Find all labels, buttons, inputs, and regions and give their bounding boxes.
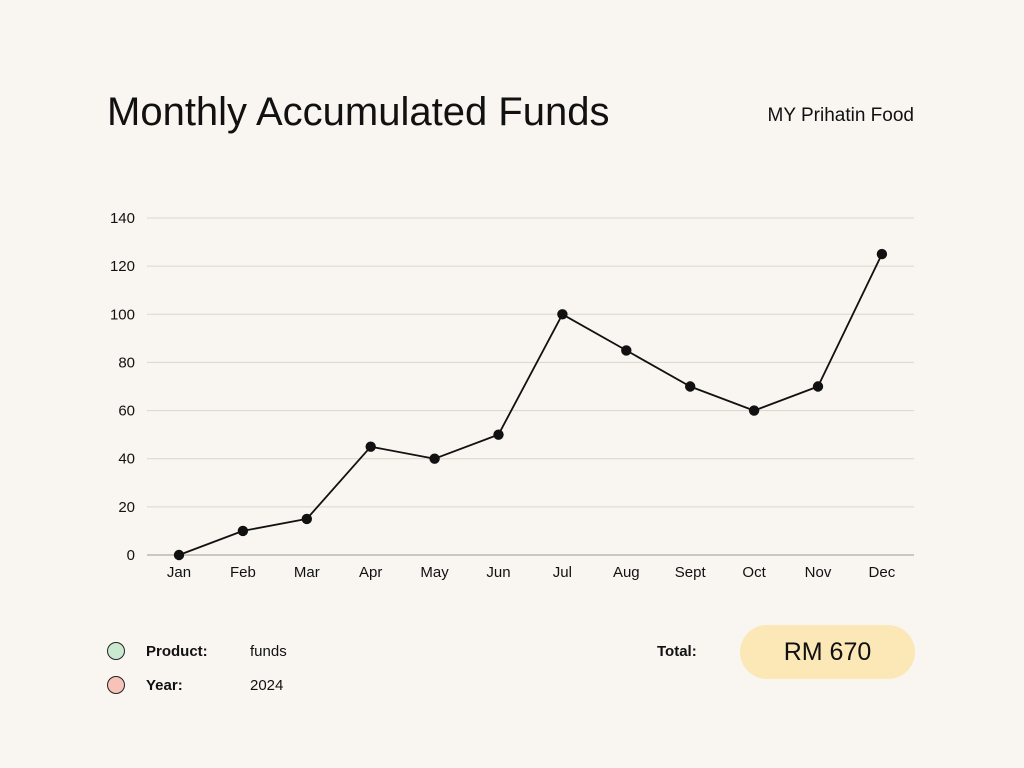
data-point (621, 345, 632, 356)
x-tick-label: Mar (294, 564, 320, 581)
y-tick-label: 100 (110, 306, 135, 323)
x-tick-label: Jan (167, 564, 191, 581)
x-tick-label: Aug (613, 564, 640, 581)
total-value-badge: RM 670 (740, 625, 915, 679)
product-value: funds (250, 643, 287, 660)
year-value: 2024 (250, 677, 284, 694)
data-point (493, 429, 504, 440)
x-tick-label: Nov (805, 564, 832, 581)
data-point (173, 549, 185, 561)
y-tick-label: 120 (110, 258, 135, 275)
x-tick-label: May (420, 564, 449, 581)
x-tick-label: Oct (742, 564, 766, 581)
y-tick-label: 0 (127, 547, 135, 564)
data-point (557, 309, 568, 320)
chart-title: Monthly Accumulated Funds (107, 90, 610, 134)
data-point (748, 405, 760, 416)
data-point (429, 453, 440, 464)
brand-name: MY Prihatin Food (767, 105, 914, 126)
data-point-markers (173, 248, 888, 561)
data-point (365, 441, 376, 452)
total-value: RM 670 (783, 637, 872, 666)
product-label: Product: (146, 643, 208, 660)
x-axis-tick-labels: Jan Feb Mar Apr May Jun Jul Aug Sept Oct Nov Dec (167, 564, 896, 581)
year-color-swatch (107, 676, 125, 694)
y-tick-label: 80 (118, 354, 135, 371)
x-tick-label: Sept (675, 564, 707, 581)
x-tick-label: Apr (359, 564, 382, 581)
data-point (812, 381, 824, 392)
series-line-funds (178, 253, 883, 556)
y-tick-label: 140 (110, 210, 135, 227)
data-point (685, 381, 696, 392)
x-tick-label: Feb (230, 564, 256, 581)
product-color-swatch (107, 642, 125, 660)
data-point (876, 248, 888, 260)
y-axis-tick-labels: 0 20 40 60 80 100 120 140 (110, 210, 135, 564)
grid-lines (147, 217, 914, 508)
y-tick-label: 20 (118, 499, 135, 516)
y-tick-label: 40 (118, 451, 135, 468)
y-tick-label: 60 (118, 403, 135, 420)
year-label: Year: (146, 677, 183, 694)
data-point (237, 525, 249, 537)
data-point (301, 513, 312, 525)
x-tick-label: Jul (553, 564, 572, 581)
x-tick-label: Jun (486, 564, 510, 581)
line-chart: 0 20 40 60 80 100 120 140 Jan Feb Mar Apr May Jun Jul… (110, 210, 914, 581)
x-tick-label: Dec (869, 564, 896, 581)
total-label: Total: (657, 643, 697, 660)
